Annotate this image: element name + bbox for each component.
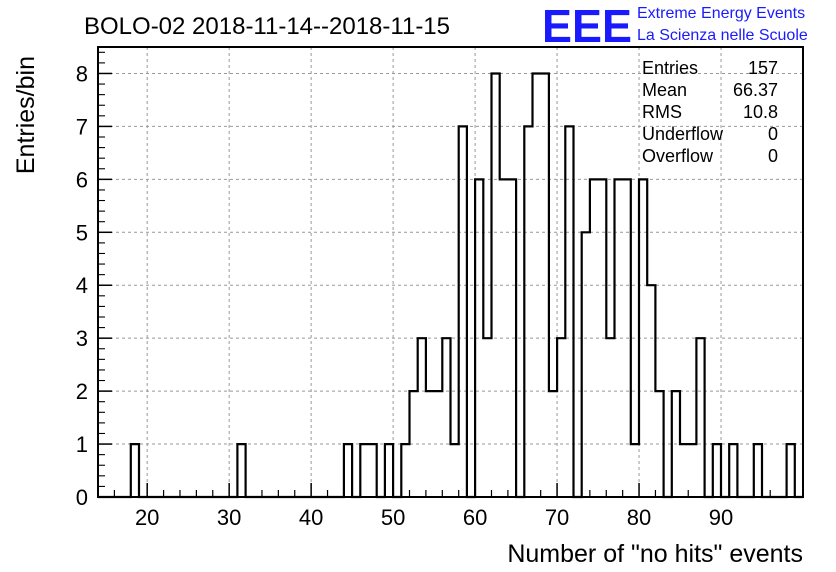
- y-tick-label: 2: [76, 379, 88, 404]
- x-tick-label: 50: [381, 505, 405, 530]
- x-tick-label: 70: [545, 505, 569, 530]
- stats-label: RMS: [642, 102, 682, 122]
- stats-label: Entries: [642, 58, 698, 78]
- y-tick-label: 3: [76, 326, 88, 351]
- x-tick-label: 60: [463, 505, 487, 530]
- x-tick-label: 90: [709, 505, 733, 530]
- chart-title: BOLO-02 2018-11-14--2018-11-15: [84, 13, 450, 40]
- plot-frame: [97, 46, 804, 498]
- x-axis-label: Number of "no hits" events: [507, 540, 803, 568]
- stats-label: Mean: [642, 80, 687, 100]
- stats-value: 157: [748, 58, 778, 78]
- logo-mark: EEE: [542, 0, 632, 52]
- stats-value: 0: [768, 146, 778, 166]
- y-tick-label: 6: [76, 167, 88, 192]
- y-tick-label: 8: [76, 61, 88, 86]
- y-tick-label: 4: [76, 273, 88, 298]
- y-axis-label: Entries/bin: [12, 56, 40, 174]
- stats-label: Underflow: [642, 124, 724, 144]
- stats-value: 10.8: [743, 102, 778, 122]
- stats-label: Overflow: [642, 146, 714, 166]
- y-tick-label: 5: [76, 220, 88, 245]
- y-tick-label: 7: [76, 114, 88, 139]
- y-tick-label: 0: [76, 485, 88, 510]
- stats-value: 66.37: [733, 80, 778, 100]
- stats-value: 0: [768, 124, 778, 144]
- axis-ticks: 20 30 40 50 60 70 80 90 0 1 2 3 4 5 6 7 8: [76, 51, 788, 530]
- logo-line-1: Extreme Energy Events: [637, 5, 805, 22]
- x-tick-label: 40: [299, 505, 323, 530]
- x-tick-label: 30: [217, 505, 241, 530]
- eee-logo: EEE Extreme Energy Events La Scienza nel…: [542, 0, 808, 52]
- x-tick-label: 20: [135, 505, 159, 530]
- y-tick-label: 1: [76, 432, 88, 457]
- x-tick-label: 80: [627, 505, 651, 530]
- logo-line-2: La Scienza nelle Scuole: [637, 27, 808, 44]
- stats-box: Entries 157 Mean 66.37 RMS 10.8 Underflow 0 Over…: [642, 58, 778, 166]
